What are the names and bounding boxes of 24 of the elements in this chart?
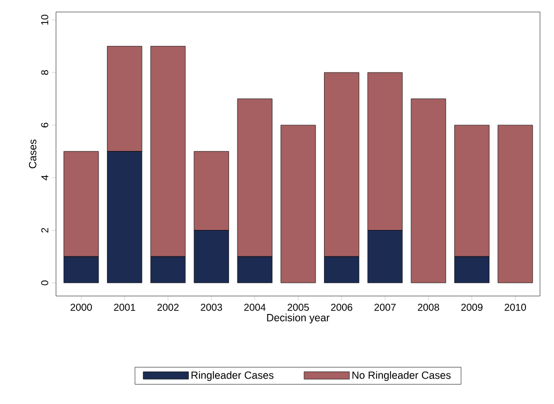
x-tick-label: 2002	[157, 304, 179, 311]
y-tick-label: 0	[41, 280, 48, 286]
x-tick-label: 2010	[504, 304, 526, 311]
x-tick-label: 2005	[288, 304, 309, 311]
y-tick-label: 6	[41, 122, 48, 128]
y-tick-label: 2	[41, 228, 48, 233]
bar	[498, 124, 533, 284]
x-tick-label: 2006	[331, 304, 352, 311]
legend-label: Ringleader Cases	[192, 371, 274, 381]
x-tick-label: 2007	[374, 304, 396, 311]
x-tick-label: 2000	[70, 304, 92, 311]
bar	[410, 98, 446, 284]
y-tick-label: 10	[41, 14, 48, 25]
x-tick-label: 2004	[244, 304, 266, 311]
y-tick-label: 4	[41, 175, 48, 180]
y-tick-label: 8	[41, 70, 48, 75]
y-axis-title: Cases	[28, 140, 36, 168]
x-tick-label: 2001	[114, 304, 136, 311]
x-tick-label: 2008	[418, 304, 440, 311]
bar	[280, 124, 316, 284]
x-tick-label: 2003	[200, 304, 222, 311]
x-tick-label: 2009	[461, 304, 482, 311]
legend-label: No Ringleader Cases	[352, 371, 451, 381]
x-axis-title: Decision year	[267, 314, 330, 324]
